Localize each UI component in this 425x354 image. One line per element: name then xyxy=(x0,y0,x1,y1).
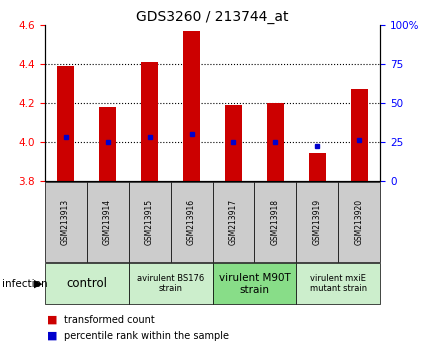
Bar xyxy=(99,107,116,181)
Text: GSM213919: GSM213919 xyxy=(313,199,322,245)
Bar xyxy=(183,30,200,181)
Text: ■: ■ xyxy=(47,315,57,325)
Text: GSM213913: GSM213913 xyxy=(61,199,70,245)
Text: GSM213914: GSM213914 xyxy=(103,199,112,245)
Bar xyxy=(267,103,284,181)
Text: control: control xyxy=(66,277,107,290)
Text: avirulent BS176
strain: avirulent BS176 strain xyxy=(137,274,204,293)
Text: ■: ■ xyxy=(47,331,57,341)
Text: virulent mxiE
mutant strain: virulent mxiE mutant strain xyxy=(310,274,367,293)
Text: transformed count: transformed count xyxy=(64,315,155,325)
Text: GSM213915: GSM213915 xyxy=(145,199,154,245)
Bar xyxy=(309,153,326,181)
Text: GSM213916: GSM213916 xyxy=(187,199,196,245)
Text: GSM213917: GSM213917 xyxy=(229,199,238,245)
Bar xyxy=(351,89,368,181)
Title: GDS3260 / 213744_at: GDS3260 / 213744_at xyxy=(136,10,289,24)
Text: percentile rank within the sample: percentile rank within the sample xyxy=(64,331,229,341)
Bar xyxy=(57,65,74,181)
Bar xyxy=(141,62,158,181)
Text: ▶: ▶ xyxy=(34,279,42,289)
Text: infection: infection xyxy=(2,279,48,289)
Text: GSM213918: GSM213918 xyxy=(271,199,280,245)
Text: virulent M90T
strain: virulent M90T strain xyxy=(218,273,290,295)
Bar xyxy=(225,104,242,181)
Text: GSM213920: GSM213920 xyxy=(355,199,364,245)
